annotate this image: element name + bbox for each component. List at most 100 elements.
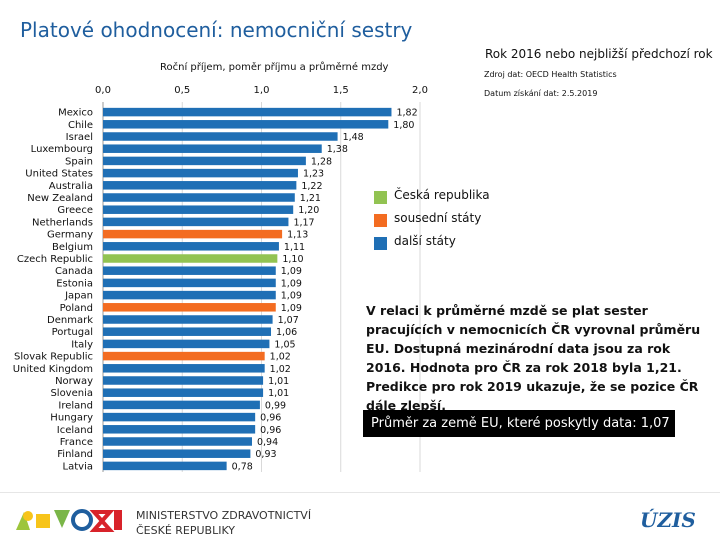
bar bbox=[103, 376, 264, 385]
bar bbox=[103, 425, 256, 434]
legend-swatch-neighbor bbox=[374, 214, 387, 227]
category-label: Norway bbox=[55, 376, 93, 387]
value-label: 1,05 bbox=[274, 339, 295, 350]
bar bbox=[103, 156, 306, 166]
category-label: Israel bbox=[66, 132, 93, 143]
bar bbox=[103, 266, 276, 275]
bar bbox=[103, 278, 276, 288]
data-date: Datum získání dat: 2.5.2019 bbox=[484, 89, 598, 98]
bar bbox=[103, 107, 392, 117]
year-note: Rok 2016 nebo nejbližší předchozí rok bbox=[485, 47, 713, 61]
value-label: 0,96 bbox=[260, 413, 281, 424]
bar bbox=[103, 303, 276, 312]
category-label: Luxembourg bbox=[31, 144, 93, 155]
value-label: 1,01 bbox=[268, 376, 289, 387]
ministry-line-1: MINISTERSTVO ZDRAVOTNICTVÍ bbox=[136, 509, 312, 522]
value-label: 0,94 bbox=[257, 437, 278, 448]
bar bbox=[103, 254, 278, 263]
value-label: 1,11 bbox=[284, 242, 305, 253]
value-label: 1,07 bbox=[278, 315, 299, 326]
value-label: 1,22 bbox=[301, 181, 322, 192]
category-label: Portugal bbox=[52, 327, 93, 338]
category-label: Australia bbox=[49, 181, 93, 192]
category-label: Netherlands bbox=[32, 217, 93, 228]
legend-label-czech: Česká republika bbox=[394, 188, 490, 202]
value-label: 1,09 bbox=[281, 291, 302, 302]
category-label: Poland bbox=[60, 303, 93, 314]
bar bbox=[103, 315, 273, 324]
category-label: Italy bbox=[71, 339, 93, 350]
commentary-note: V relaci k průměrné mzdě se plat sester … bbox=[366, 303, 701, 413]
category-label: Ireland bbox=[58, 400, 93, 411]
value-label: 1,80 bbox=[393, 120, 414, 131]
x-tick-label: 0,0 bbox=[95, 85, 111, 96]
value-label: 1,01 bbox=[268, 388, 289, 399]
value-label: 1,82 bbox=[396, 108, 417, 119]
page-title: Platové ohodnocení: nemocniční sestry bbox=[20, 18, 413, 42]
bar bbox=[103, 400, 260, 410]
category-label: Spain bbox=[65, 156, 93, 167]
value-label: 1,17 bbox=[293, 217, 314, 228]
value-label: 1,21 bbox=[300, 193, 321, 204]
category-label: France bbox=[60, 437, 93, 448]
value-label: 1,28 bbox=[311, 156, 332, 167]
category-label: Greece bbox=[57, 205, 93, 216]
legend: Česká republika sousední státy další stá… bbox=[374, 188, 524, 257]
value-label: 1,38 bbox=[327, 144, 348, 155]
legend-swatch-czech bbox=[374, 191, 387, 204]
value-label: 1,23 bbox=[303, 169, 324, 180]
value-label: 0,96 bbox=[260, 425, 281, 436]
category-label: Mexico bbox=[58, 108, 93, 119]
legend-label-other: další státy bbox=[394, 234, 456, 248]
value-label: 0,99 bbox=[265, 400, 286, 411]
bar bbox=[103, 412, 256, 422]
legend-item-czech: Česká republika bbox=[374, 188, 524, 211]
bar bbox=[103, 290, 276, 300]
category-label: Estonia bbox=[56, 278, 93, 289]
category-label: Slovenia bbox=[50, 388, 93, 399]
legend-item-neighbor: sousední státy bbox=[374, 211, 524, 234]
category-label: Canada bbox=[55, 266, 93, 277]
value-label: 0,93 bbox=[255, 449, 276, 460]
category-label: United Kingdom bbox=[13, 364, 93, 375]
value-label: 1,20 bbox=[298, 205, 319, 216]
bar bbox=[103, 168, 298, 178]
bar bbox=[103, 339, 270, 349]
bar bbox=[103, 461, 227, 471]
category-label: Denmark bbox=[47, 315, 93, 326]
category-label: Slovak Republic bbox=[14, 352, 93, 363]
category-label: Japan bbox=[64, 291, 93, 302]
x-tick-label: 1,5 bbox=[333, 85, 349, 96]
value-label: 1,02 bbox=[270, 364, 291, 375]
ministry-name: MINISTERSTVO ZDRAVOTNICTVÍ ČESKÉ REPUBLI… bbox=[136, 508, 311, 538]
category-label: Czech Republic bbox=[17, 254, 93, 265]
bar bbox=[103, 364, 265, 373]
bar bbox=[103, 132, 338, 141]
value-label: 1,06 bbox=[276, 327, 297, 338]
uzis-logo: ÚZIS bbox=[640, 508, 696, 532]
bar bbox=[103, 120, 389, 129]
ministry-line-2: ČESKÉ REPUBLIKY bbox=[136, 524, 236, 537]
bar bbox=[103, 327, 272, 336]
category-label: Hungary bbox=[50, 413, 93, 424]
eu-average-box: Průměr za země EU, které poskytly data: … bbox=[363, 410, 675, 437]
ministry-logo-icon bbox=[16, 509, 122, 532]
category-label: United States bbox=[25, 169, 93, 180]
value-label: 1,48 bbox=[343, 132, 364, 143]
bar bbox=[103, 193, 295, 202]
footer-divider bbox=[0, 492, 720, 493]
x-tick-label: 2,0 bbox=[412, 85, 428, 96]
category-label: New Zealand bbox=[27, 193, 93, 204]
value-label: 1,13 bbox=[287, 230, 308, 241]
category-label: Latvia bbox=[63, 461, 93, 472]
legend-label-neighbor: sousední státy bbox=[394, 211, 482, 225]
bar bbox=[103, 144, 322, 153]
bar bbox=[103, 351, 265, 361]
category-label: Germany bbox=[47, 230, 93, 241]
bar bbox=[103, 242, 279, 251]
bar bbox=[103, 437, 252, 446]
value-label: 1,10 bbox=[282, 254, 303, 265]
bar bbox=[103, 205, 294, 214]
bar bbox=[103, 181, 297, 190]
